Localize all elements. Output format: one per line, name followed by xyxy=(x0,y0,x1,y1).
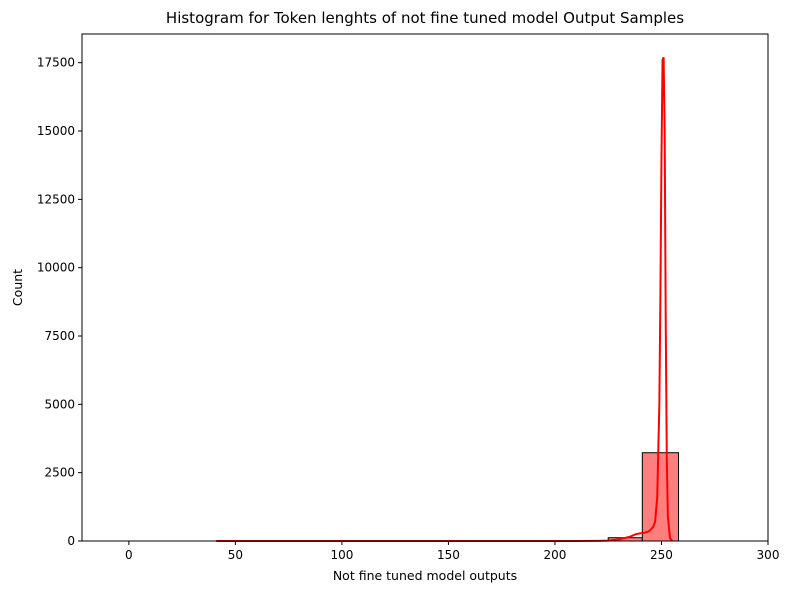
y-axis-label: Count xyxy=(10,269,25,306)
x-tick-label: 150 xyxy=(437,548,460,562)
y-tick-label: 12500 xyxy=(37,192,75,206)
y-tick-label: 15000 xyxy=(37,124,75,138)
x-tick-label: 0 xyxy=(125,548,133,562)
histogram-bars xyxy=(607,452,680,542)
x-tick-label: 100 xyxy=(330,548,353,562)
plot-area-frame xyxy=(81,33,769,542)
y-tick-label: 0 xyxy=(67,534,75,548)
x-tick-label: 200 xyxy=(544,548,567,562)
x-axis-label: Not fine tuned model outputs xyxy=(333,568,517,583)
y-tick-label: 7500 xyxy=(44,329,75,343)
x-tick-label: 50 xyxy=(228,548,243,562)
x-tick-label: 250 xyxy=(650,548,673,562)
x-axis-ticks: 0 50 100 150 200 250 300 xyxy=(125,541,779,562)
chart-title: Histogram for Token lenghts of not fine … xyxy=(166,9,684,27)
y-axis-ticks: 0 2500 5000 7500 10000 12500 15000 17500 xyxy=(37,56,82,548)
x-tick-label: 300 xyxy=(757,548,780,562)
histogram-bar xyxy=(641,452,680,542)
y-tick-label: 5000 xyxy=(44,397,75,411)
y-tick-label: 10000 xyxy=(37,261,75,275)
y-tick-label: 17500 xyxy=(37,56,75,70)
y-tick-label: 2500 xyxy=(44,466,75,480)
